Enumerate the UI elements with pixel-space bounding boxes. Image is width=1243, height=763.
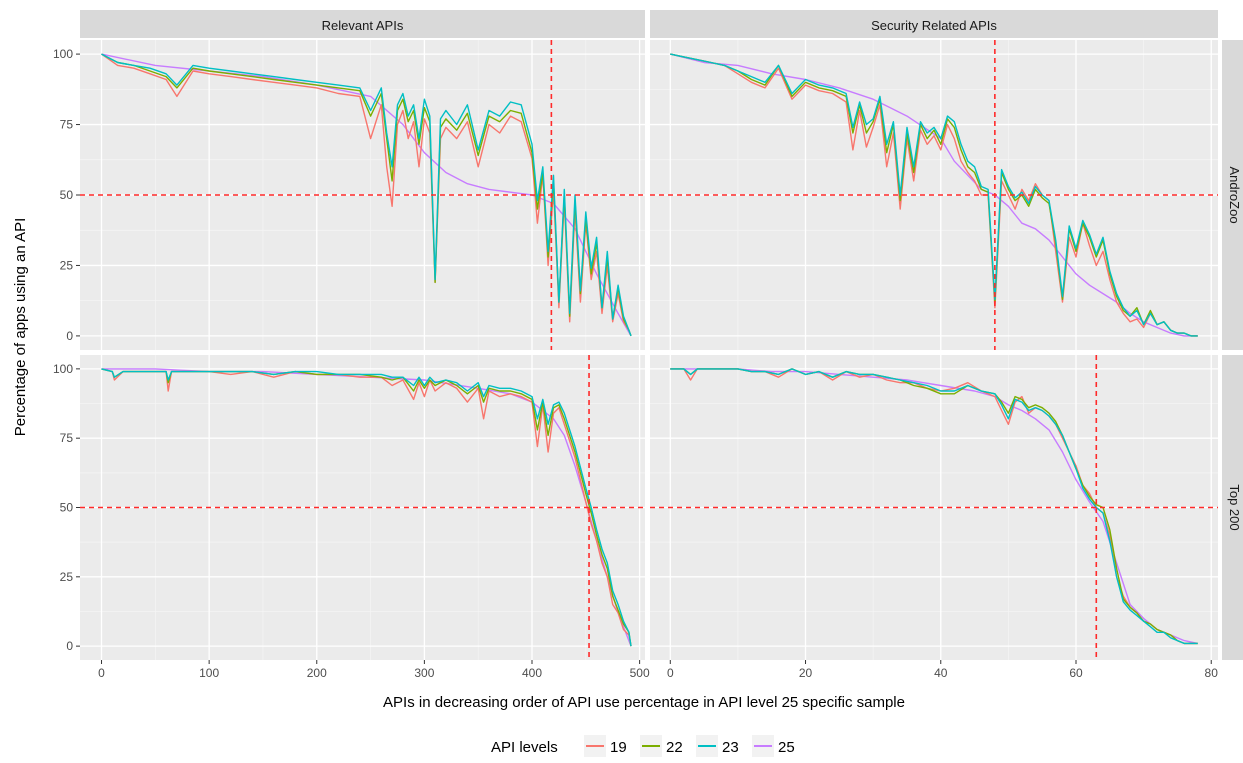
x-tick-label: 400 (522, 666, 542, 680)
y-tick-label: 75 (60, 118, 74, 132)
x-tick-label: 200 (307, 666, 327, 680)
y-tick-label: 25 (60, 570, 74, 584)
series-line-23 (670, 53, 1198, 337)
y-tick-label: 0 (66, 329, 73, 343)
y-axis-title: Percentage of apps using an API (12, 218, 29, 437)
x-tick-label: 500 (630, 666, 650, 680)
facet-strips: Relevant APIs Security Related APIs AndroZ… (80, 10, 1243, 660)
x-tick-label: 0 (98, 666, 105, 680)
x-tick-label: 60 (1069, 666, 1083, 680)
strip-label-androzoo: AndroZoo (1227, 166, 1242, 223)
axes: 0 25 50 75 100 0 25 50 75 100 0 100 200 300 400 500 0 20 4… (53, 47, 1218, 680)
panel-security-related-apis-top-200 (650, 355, 1218, 660)
x-tick-label: 20 (799, 666, 813, 680)
strip-security-related-apis (650, 10, 1218, 38)
strip-label-relevant-apis: Relevant APIs (322, 18, 404, 33)
x-tick-label: 300 (414, 666, 434, 680)
legend-label: 23 (722, 739, 739, 756)
series-line-19 (670, 53, 1198, 337)
series-line-23 (101, 53, 632, 337)
legend-label: 25 (778, 739, 795, 756)
series-line-25 (670, 368, 1198, 645)
strip-label-top-200: Top 200 (1227, 484, 1242, 530)
series-line-22 (670, 53, 1198, 337)
y-tick-label: 50 (60, 501, 74, 515)
legend-item-19: 19 (584, 735, 627, 757)
legend-items: 19 22 23 25 (584, 735, 795, 757)
series-line-25 (101, 53, 632, 337)
y-tick-label: 75 (60, 431, 74, 445)
legend-item-25: 25 (752, 735, 795, 757)
y-tick-label: 50 (60, 188, 74, 202)
strip-androzoo (1222, 40, 1243, 350)
panel-relevant-apis-androzoo (80, 40, 645, 350)
x-tick-label: 80 (1205, 666, 1219, 680)
x-axis-title: APIs in decreasing order of API use perc… (383, 694, 905, 711)
series-line-23 (101, 368, 632, 647)
panel-relevant-apis-top-200 (80, 355, 645, 660)
x-tick-label: 0 (667, 666, 674, 680)
strip-relevant-apis (80, 10, 645, 38)
x-tick-label: 40 (934, 666, 948, 680)
y-tick-label: 100 (53, 362, 73, 376)
y-tick-label: 0 (66, 639, 73, 653)
legend: API levels 19 22 23 25 (491, 735, 795, 757)
panels-layer (80, 40, 1218, 660)
legend-item-23: 23 (696, 735, 739, 757)
series-line-23 (670, 368, 1198, 645)
legend-label: 19 (610, 739, 627, 756)
legend-item-22: 22 (640, 735, 683, 757)
y-tick-label: 25 (60, 258, 74, 272)
legend-label: 22 (666, 739, 683, 756)
legend-title: API levels (491, 739, 558, 756)
strip-label-security-related-apis: Security Related APIs (871, 18, 997, 33)
x-tick-label: 100 (199, 666, 219, 680)
panel-security-related-apis-androzoo (650, 40, 1218, 350)
strip-top-200 (1222, 355, 1243, 660)
series-line-25 (670, 53, 1198, 337)
y-tick-label: 100 (53, 47, 73, 61)
